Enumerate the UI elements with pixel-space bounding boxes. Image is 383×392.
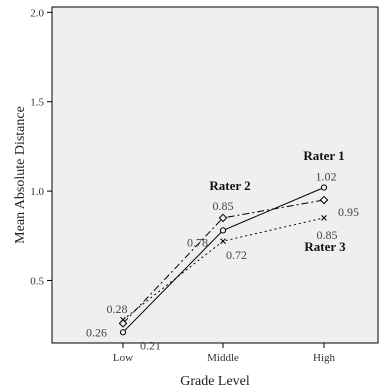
data-point xyxy=(219,227,227,234)
data-label: 0.28 xyxy=(107,302,128,316)
x-tick-label: High xyxy=(313,352,336,364)
series-labels: Rater 1 Rater 2 Rater 3 xyxy=(209,148,346,254)
x-axis-title: Grade Level xyxy=(180,374,250,389)
y-tick-label: 2.0 xyxy=(30,7,44,19)
series-label: Rater 3 xyxy=(304,239,346,254)
series-label: Rater 2 xyxy=(209,178,250,193)
data-point xyxy=(119,329,127,336)
data-label: 0.85 xyxy=(213,199,234,213)
y-tick-label: 0.5 xyxy=(30,275,44,287)
y-axis-title: Mean Absolute Distance xyxy=(13,106,28,244)
data-labels: 0.210.781.020.260.85 0.950.280.720.85 xyxy=(86,170,359,353)
data-point xyxy=(218,213,228,223)
data-label: 0.26 xyxy=(86,325,107,339)
data-point xyxy=(319,195,329,205)
data-point xyxy=(220,238,226,244)
data-label: 0.95 xyxy=(338,205,359,219)
y-axis: 0.5 1.0 1.5 2.0 xyxy=(30,7,52,287)
data-label: 0.21 xyxy=(140,338,161,352)
x-axis: Low Middle High xyxy=(113,343,336,364)
data-label: 1.02 xyxy=(316,170,337,184)
y-tick-label: 1.0 xyxy=(30,186,44,198)
data-point xyxy=(321,215,327,221)
series-line-3 xyxy=(122,217,325,321)
data-label: 0.78 xyxy=(187,235,208,249)
x-tick-label: Middle xyxy=(207,352,239,364)
data-point xyxy=(320,184,328,191)
series-label: Rater 1 xyxy=(303,148,344,163)
data-label: 0.85 xyxy=(317,228,338,242)
y-tick-label: 1.5 xyxy=(30,97,44,109)
x-tick-label: Low xyxy=(113,352,133,364)
data-point xyxy=(120,316,126,323)
plot-area xyxy=(51,6,379,344)
data-label: 0.72 xyxy=(226,248,247,262)
series-markers xyxy=(118,184,329,336)
